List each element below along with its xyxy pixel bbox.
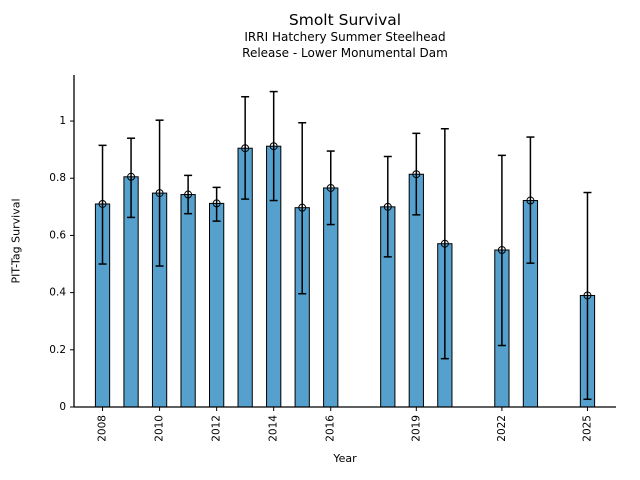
chart-subtitle-line2: Release - Lower Monumental Dam	[242, 46, 448, 60]
x-tick-label: 2022	[496, 415, 508, 442]
x-tick-label: 2008	[97, 415, 109, 442]
data-point-marker	[298, 203, 307, 212]
y-tick-label: 0.6	[49, 229, 66, 241]
data-point-marker	[241, 144, 250, 153]
x-tick-label: 2016	[325, 415, 337, 442]
data-point-marker	[184, 190, 193, 199]
data-point-marker	[269, 142, 278, 151]
data-point-marker	[326, 183, 335, 192]
x-tick-label: 2010	[154, 415, 166, 442]
data-point-marker	[526, 196, 535, 205]
data-point-marker	[440, 239, 449, 248]
y-tick-label: 0	[59, 401, 66, 413]
y-tick-label: 0.2	[49, 344, 66, 356]
x-axis-label: Year	[333, 452, 357, 465]
data-point-marker	[127, 172, 136, 181]
chart-subtitle-line1: IRRI Hatchery Summer Steelhead	[244, 30, 446, 44]
data-point-marker	[155, 189, 164, 198]
data-point-marker	[583, 291, 592, 300]
data-point-marker	[412, 170, 421, 179]
x-tick-label: 2012	[211, 415, 223, 442]
data-point-marker	[98, 199, 107, 208]
bar	[209, 202, 225, 408]
x-tick-label: 2019	[410, 415, 422, 442]
y-tick-label: 0.4	[49, 287, 66, 299]
data-point-marker	[497, 246, 506, 255]
y-tick-label: 1	[59, 115, 66, 127]
x-tick-label: 2014	[268, 415, 280, 442]
data-point-marker	[212, 199, 221, 208]
chart-title: Smolt Survival	[288, 11, 402, 29]
x-tick-label: 2025	[581, 415, 593, 442]
y-tick-label: 0.8	[49, 172, 66, 184]
data-point-marker	[383, 202, 392, 211]
bar	[180, 194, 196, 408]
